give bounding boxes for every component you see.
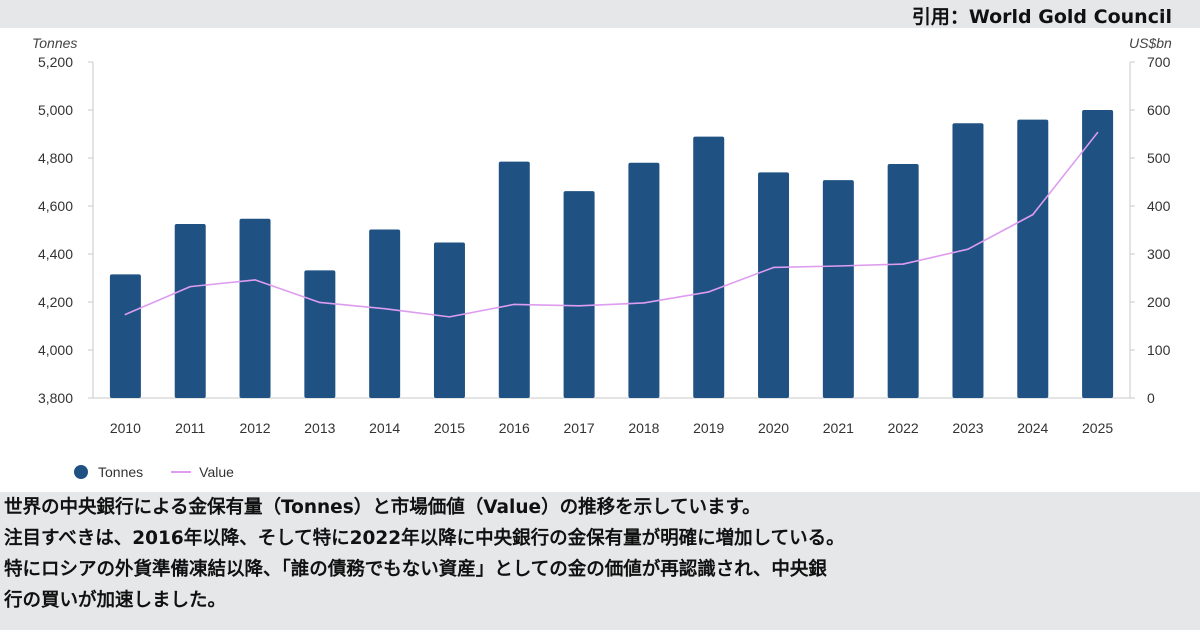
combo-chart: 3,800 4,000 4,200 4,400 4,600 4,800 5,000 5,200… (38, 54, 1171, 436)
legend-value-label: Value (199, 464, 234, 480)
caption-line-4: 行の買いが加速しました。 (4, 590, 227, 611)
value-line (125, 132, 1099, 318)
left-tick-label: 5,000 (38, 102, 73, 118)
left-tick-label: 5,200 (38, 54, 73, 70)
x-tick-label: 2012 (239, 420, 270, 436)
right-tick-label: 300 (1147, 246, 1171, 262)
top-band: 引用：World Gold Council (0, 0, 1200, 28)
caption-line-2: 注目すべきは、2016年以降、そして特に2022年以降に中央銀行の金保有量が明確… (4, 528, 845, 549)
legend-value-swatch (171, 471, 192, 473)
value-point-2021 (837, 265, 840, 267)
x-tick-label: 2014 (369, 420, 400, 436)
left-tick-label: 4,200 (38, 294, 73, 310)
x-tick-label: 2025 (1082, 420, 1113, 436)
bar-2023 (952, 123, 984, 398)
x-tick-label: 2019 (693, 420, 724, 436)
x-tick-label: 2015 (434, 420, 465, 436)
value-point-2018 (643, 302, 645, 304)
left-tick-label: 4,600 (38, 198, 73, 214)
value-point-2022 (902, 263, 904, 265)
right-tick-label: 200 (1147, 294, 1171, 310)
value-point-2010 (124, 313, 127, 316)
legend-tonnes-swatch (74, 465, 88, 479)
bar-2016 (498, 161, 530, 398)
bar-2010 (109, 274, 141, 398)
right-tick-label: 500 (1147, 150, 1171, 166)
left-tick-label: 4,400 (38, 246, 73, 262)
value-point-2015 (448, 316, 451, 318)
bar-2017 (563, 191, 595, 398)
bar-2022 (887, 164, 919, 398)
value-point-2016 (513, 303, 516, 306)
right-tick-label: 600 (1147, 102, 1171, 118)
left-tick-label: 3,800 (38, 390, 73, 406)
left-tick-label: 4,000 (38, 342, 73, 358)
bar-2013 (304, 270, 336, 398)
bar-2014 (369, 229, 401, 398)
right-tick-label: 100 (1147, 342, 1171, 358)
value-point-2024 (1031, 213, 1034, 216)
left-tick-label: 4,800 (38, 150, 73, 166)
legend: Tonnes Value (74, 462, 234, 482)
caption-line-3: 特にロシアの外貨準備凍結以降、「誰の債務でもない資産」としての金の価値が再認識さ… (4, 559, 827, 580)
bar-2024 (1017, 119, 1049, 398)
bar-2012 (239, 218, 271, 398)
chart-area: Tonnes US$bn 3,800 4,000 4,200 4,400 4,600 4,… (0, 28, 1200, 492)
value-point-2017 (578, 305, 580, 307)
x-tick-label: 2016 (499, 420, 530, 436)
value-point-2023 (967, 248, 969, 250)
bar-2011 (174, 224, 206, 398)
caption-line-1: 世界の中央銀行による金保有量（Tonnes）と市場価値（Value）の推移を示し… (4, 497, 761, 518)
value-point-2025 (1096, 131, 1099, 134)
bar-2021 (822, 180, 854, 398)
value-point-2011 (189, 285, 192, 288)
right-tick-label: 700 (1147, 54, 1171, 70)
bar-2019 (693, 136, 725, 398)
x-tick-label: 2023 (952, 420, 983, 436)
value-point-2020 (772, 266, 775, 269)
bar-2018 (628, 162, 660, 398)
x-tick-label: 2022 (888, 420, 919, 436)
x-tick-label: 2013 (304, 420, 335, 436)
legend-tonnes-label: Tonnes (98, 464, 144, 480)
right-tick-label: 400 (1147, 198, 1171, 214)
caption-box: 世界の中央銀行による金保有量（Tonnes）と市場価値（Value）の推移を示し… (0, 492, 1200, 630)
source-credit: 引用：World Gold Council (911, 6, 1172, 28)
x-tick-label: 2018 (628, 420, 659, 436)
x-tick-label: 2020 (758, 420, 789, 436)
x-tick-label: 2017 (564, 420, 595, 436)
left-axis-unit: Tonnes (32, 35, 78, 51)
value-point-2019 (707, 291, 710, 293)
x-tick-label: 2011 (175, 420, 205, 436)
x-tick-label: 2024 (1017, 420, 1048, 436)
right-axis-unit: US$bn (1129, 35, 1172, 51)
x-tick-label: 2010 (110, 420, 141, 436)
bar-2020 (758, 172, 790, 398)
value-point-2014 (383, 307, 386, 310)
value-point-2013 (319, 301, 321, 304)
bar-2025 (1082, 110, 1114, 398)
value-point-2012 (254, 279, 256, 281)
x-tick-label: 2021 (823, 420, 854, 436)
right-tick-label: 0 (1147, 390, 1155, 406)
bar-2015 (433, 242, 465, 398)
